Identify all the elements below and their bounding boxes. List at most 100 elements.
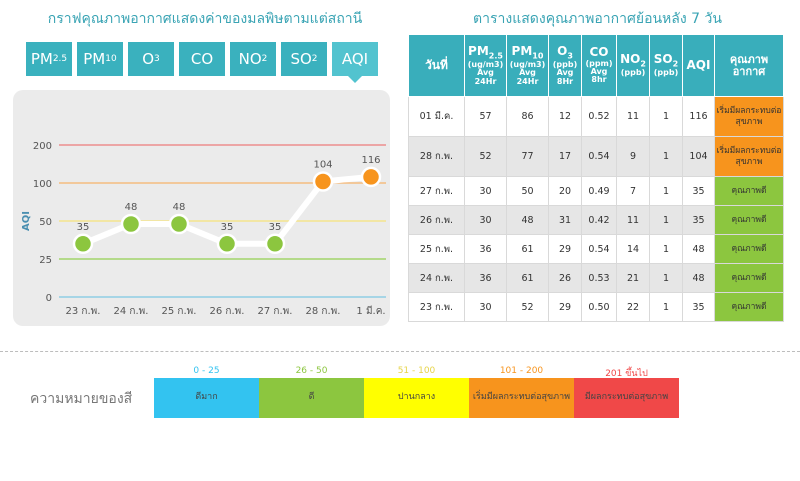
cell-quality: คุณภาพดี (714, 292, 784, 322)
cell-aqi: 104 (682, 136, 715, 177)
tab-co[interactable]: CO (179, 42, 225, 76)
cell-pm25: 36 (464, 234, 507, 264)
cell-quality: คุณภาพดี (714, 205, 784, 235)
y-axis-label: AQI (21, 211, 32, 231)
cell-no2: 21 (616, 263, 650, 293)
cell-pm10: 61 (506, 263, 549, 293)
legend-range: 26 - 50 (295, 366, 328, 376)
col-header-date: วันที่ (408, 34, 465, 97)
cell-so2: 1 (649, 205, 683, 235)
cell-pm25: 52 (464, 136, 507, 177)
cell-pm25: 30 (464, 205, 507, 235)
table-row: 24 ก.พ. 36 61 26 0.53 21 1 48 คุณภาพดี (408, 263, 784, 293)
cell-quality: คุณภาพดี (714, 234, 784, 264)
cell-so2: 1 (649, 136, 683, 177)
cell-o3: 31 (548, 205, 582, 235)
cell-o3: 12 (548, 96, 582, 137)
data-label: 116 (361, 155, 380, 166)
data-label: 48 (173, 202, 186, 213)
legend-range: 51 - 100 (397, 366, 436, 376)
cell-no2: 11 (616, 96, 650, 137)
cell-date: 26 ก.พ. (408, 205, 465, 235)
cell-o3: 26 (548, 263, 582, 293)
data-point (216, 233, 238, 255)
x-tick-label: 24 ก.พ. (114, 306, 149, 317)
y-tick-label: 100 (33, 179, 52, 190)
legend-range: 201 ขึ้นไป (605, 369, 648, 379)
cell-no2: 9 (616, 136, 650, 177)
cell-co: 0.49 (581, 176, 617, 206)
cell-aqi: 48 (682, 234, 715, 264)
cell-pm25: 36 (464, 263, 507, 293)
cell-date: 28 ก.พ. (408, 136, 465, 177)
col-header-co: CO (ppm) Avg 8hr (581, 34, 617, 97)
x-tick-label: 26 ก.พ. (210, 306, 245, 317)
cell-pm10: 48 (506, 205, 549, 235)
cell-aqi: 35 (682, 176, 715, 206)
legend-swatch: ปานกลาง (364, 378, 469, 418)
tab-pm25[interactable]: PM 2.5 (26, 42, 72, 76)
cell-pm25: 30 (464, 292, 507, 322)
col-header-o3: O3 (ppb) Avg 8Hr (548, 34, 582, 97)
aqi-chart-panel: 0 25 50 100 200 AQI 35 23 ก.พ. 48 24 ก.พ. 48 25 ก.พ… (13, 90, 390, 326)
cell-o3: 17 (548, 136, 582, 177)
aqi-line-chart: 0 25 50 100 200 AQI 35 23 ก.พ. 48 24 ก.พ. 48 25 ก.พ… (21, 141, 386, 317)
table-row: 01 มี.ค. 57 86 12 0.52 11 1 116 เริ่มมีผลกระทบต่… (408, 96, 784, 137)
cell-quality: เริ่มมีผลกระทบต่อสุขภาพ (714, 96, 784, 137)
cell-date: 01 มี.ค. (408, 96, 465, 137)
data-point (312, 171, 334, 192)
cell-no2: 22 (616, 292, 650, 322)
cell-no2: 14 (616, 234, 650, 264)
cell-o3: 29 (548, 292, 582, 322)
cell-co: 0.50 (581, 292, 617, 322)
data-point (72, 233, 94, 255)
cell-date: 24 ก.พ. (408, 263, 465, 293)
legend-swatch: เริ่มมีผลกระทบต่อสุขภาพ (469, 378, 574, 418)
legend-swatch: มีผลกระทบต่อสุขภาพ (574, 378, 679, 418)
tab-aqi[interactable]: AQI (332, 42, 378, 83)
tab-pm10[interactable]: PM 10 (77, 42, 123, 76)
cell-quality: คุณภาพดี (714, 176, 784, 206)
col-header-quality: คุณภาพ อากาศ (714, 34, 784, 97)
section-divider (0, 351, 800, 352)
cell-so2: 1 (649, 176, 683, 206)
cell-date: 25 ก.พ. (408, 234, 465, 264)
cell-so2: 1 (649, 234, 683, 264)
data-point (168, 213, 190, 235)
col-header-so2: SO2 (ppb) (649, 34, 683, 97)
cell-co: 0.42 (581, 205, 617, 235)
legend-range: 101 - 200 (499, 366, 544, 376)
y-tick-label: 25 (39, 255, 52, 266)
cell-o3: 20 (548, 176, 582, 206)
col-header-pm25: PM2.5 (ug/m3) Avg 24Hr (464, 34, 507, 97)
legend-range: 0 - 25 (193, 366, 220, 376)
cell-o3: 29 (548, 234, 582, 264)
tab-so2[interactable]: SO 2 (281, 42, 327, 76)
x-tick-label: 23 ก.พ. (66, 306, 101, 317)
aqi-history-table: วันที่ PM2.5 (ug/m3) Avg 24Hr PM10 (ug/m3) Av… (408, 34, 784, 322)
y-tick-label: 50 (39, 217, 52, 228)
legend-swatch: ดีมาก (154, 378, 259, 418)
table-row: 28 ก.พ. 52 77 17 0.54 9 1 104 เริ่มมีผลกระทบต่อส… (408, 136, 784, 177)
tab-no2[interactable]: NO 2 (230, 42, 276, 76)
cell-date: 23 ก.พ. (408, 292, 465, 322)
cell-quality: เริ่มมีผลกระทบต่อสุขภาพ (714, 136, 784, 177)
data-label: 104 (313, 159, 332, 170)
cell-aqi: 48 (682, 263, 715, 293)
chart-title: กราฟคุณภาพอากาศแสดงค่าของมลพิษตามแต่สถาน… (47, 11, 363, 27)
cell-no2: 11 (616, 205, 650, 235)
cell-no2: 7 (616, 176, 650, 206)
data-point (360, 166, 382, 188)
table-row: 27 ก.พ. 30 50 20 0.49 7 1 35 คุณภาพดี (408, 176, 784, 206)
cell-aqi: 116 (682, 96, 715, 137)
y-tick-label: 200 (33, 141, 52, 152)
cell-pm10: 52 (506, 292, 549, 322)
data-point (264, 233, 286, 255)
data-point (120, 213, 142, 235)
x-tick-label: 28 ก.พ. (306, 306, 341, 317)
cell-pm10: 61 (506, 234, 549, 264)
x-tick-label: 27 ก.พ. (258, 306, 293, 317)
x-tick-label: 25 ก.พ. (162, 306, 197, 317)
cell-co: 0.53 (581, 263, 617, 293)
